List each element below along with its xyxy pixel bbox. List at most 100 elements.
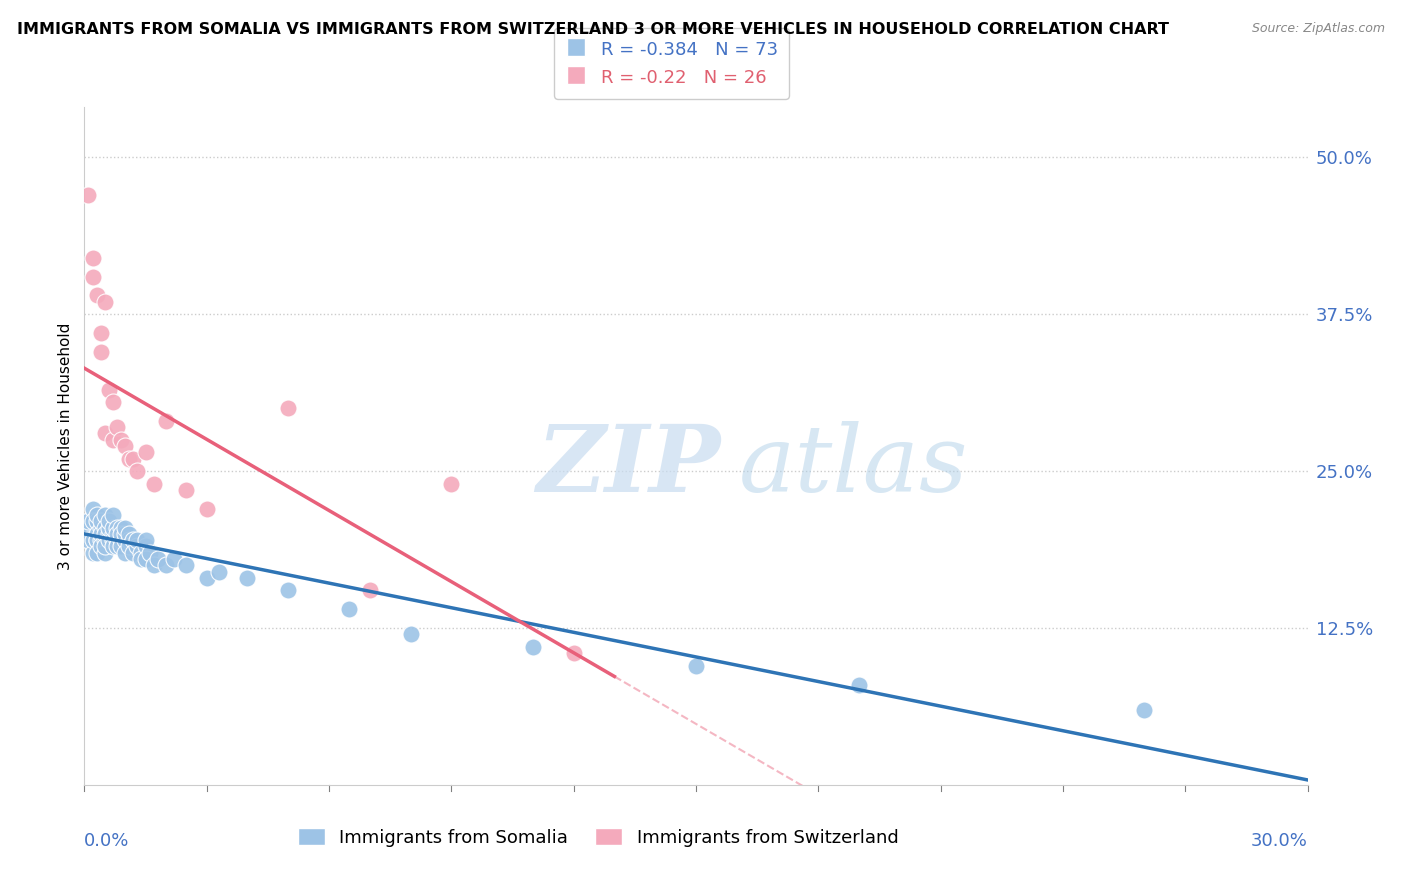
Point [82, 514, 104, 528]
Point [110, 540, 132, 554]
Point [93, 533, 115, 548]
Point [86, 508, 108, 522]
Point [155, 414, 177, 428]
Point [77, 533, 100, 548]
Point [135, 533, 157, 548]
Point [82, 533, 104, 548]
Text: 30.0%: 30.0% [1251, 832, 1308, 850]
Point [277, 401, 299, 416]
Point [114, 533, 136, 548]
Point [399, 627, 422, 641]
Point [142, 476, 165, 491]
Point [93, 426, 115, 441]
Point [86, 288, 108, 302]
Point [110, 527, 132, 541]
Point [86, 533, 108, 548]
Point [142, 558, 165, 573]
Point [93, 527, 115, 541]
Point [97, 514, 120, 528]
Point [122, 546, 145, 560]
Point [101, 527, 124, 541]
Point [105, 533, 128, 548]
Point [97, 383, 120, 397]
Point [127, 464, 149, 478]
Point [174, 558, 197, 573]
Point [101, 540, 124, 554]
Point [110, 433, 132, 447]
Point [122, 533, 145, 548]
Point [86, 533, 108, 548]
Point [135, 540, 157, 554]
Point [685, 658, 707, 673]
Point [93, 540, 115, 554]
Point [101, 533, 124, 548]
Point [86, 527, 108, 541]
Point [118, 527, 141, 541]
Point [174, 483, 197, 497]
Point [135, 552, 157, 566]
Point [195, 501, 218, 516]
Point [522, 640, 544, 654]
Point [208, 565, 231, 579]
Point [97, 520, 120, 534]
Point [163, 552, 186, 566]
Text: IMMIGRANTS FROM SOMALIA VS IMMIGRANTS FROM SWITZERLAND 3 OR MORE VEHICLES IN HOU: IMMIGRANTS FROM SOMALIA VS IMMIGRANTS FR… [17, 22, 1168, 37]
Point [101, 508, 124, 522]
Point [122, 451, 145, 466]
Point [101, 433, 124, 447]
Point [101, 395, 124, 409]
Point [127, 540, 149, 554]
Point [97, 533, 120, 548]
Point [118, 540, 141, 554]
Point [131, 552, 153, 566]
Point [90, 533, 112, 548]
Point [82, 269, 104, 284]
Point [440, 476, 463, 491]
Point [90, 344, 112, 359]
Point [848, 677, 870, 691]
Point [77, 188, 100, 202]
Point [77, 514, 100, 528]
Point [114, 520, 136, 534]
Point [118, 451, 141, 466]
Point [135, 445, 157, 459]
Text: atlas: atlas [738, 421, 969, 511]
Point [114, 439, 136, 453]
Point [110, 533, 132, 548]
Point [562, 646, 585, 660]
Point [90, 520, 112, 534]
Text: Source: ZipAtlas.com: Source: ZipAtlas.com [1251, 22, 1385, 36]
Legend: Immigrants from Somalia, Immigrants from Switzerland: Immigrants from Somalia, Immigrants from… [291, 822, 905, 854]
Point [138, 546, 160, 560]
Point [105, 527, 128, 541]
Text: ZIP: ZIP [536, 421, 720, 511]
Point [114, 527, 136, 541]
Point [277, 583, 299, 598]
Point [118, 533, 141, 548]
Point [105, 420, 128, 434]
Point [93, 546, 115, 560]
Y-axis label: 3 or more Vehicles in Household: 3 or more Vehicles in Household [58, 322, 73, 570]
Point [82, 546, 104, 560]
Point [105, 540, 128, 554]
Point [82, 501, 104, 516]
Point [131, 546, 153, 560]
Point [86, 546, 108, 560]
Point [82, 251, 104, 265]
Point [195, 571, 218, 585]
Point [90, 326, 112, 340]
Point [110, 520, 132, 534]
Point [101, 520, 124, 534]
Point [155, 558, 177, 573]
Point [146, 552, 169, 566]
Point [127, 533, 149, 548]
Point [93, 294, 115, 309]
Point [86, 514, 108, 528]
Point [105, 520, 128, 534]
Point [339, 602, 361, 616]
Point [90, 540, 112, 554]
Point [93, 520, 115, 534]
Text: 0.0%: 0.0% [84, 832, 129, 850]
Point [97, 527, 120, 541]
Point [359, 583, 381, 598]
